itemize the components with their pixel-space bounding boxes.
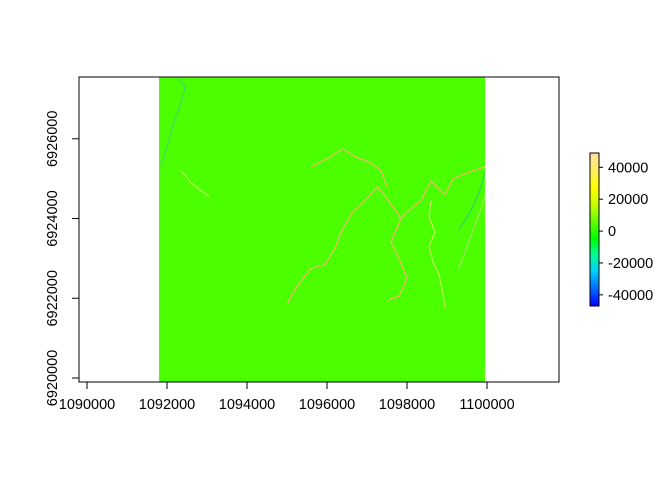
- stream-line-5: [386, 218, 408, 301]
- legend-frame: [589, 152, 600, 307]
- legend-tick-label: 20000: [608, 192, 648, 208]
- x-tick-label: 1098000: [379, 397, 435, 413]
- legend-color-bar: [590, 153, 599, 306]
- stream-line-7: [458, 194, 486, 269]
- legend-tick-label: 40000: [608, 160, 648, 176]
- stream-line-4: [310, 148, 388, 187]
- raster-cells: [159, 77, 485, 382]
- x-tick-label: 1092000: [139, 397, 195, 413]
- stream-layer: [160, 76, 486, 309]
- legend-tick-label: 0: [608, 224, 616, 240]
- x-tick-label: 1100000: [459, 397, 514, 413]
- legend-tick-label: -20000: [608, 256, 653, 272]
- x-tick-label: 1094000: [219, 397, 275, 413]
- color-legend: 40000 20000 0 -20000 -40000: [589, 152, 653, 307]
- y-tick-label: 6924000: [45, 190, 61, 246]
- x-axis: 1090000 1092000 1094000 1096000 1098000 11000…: [59, 381, 515, 413]
- stream-line-1: [160, 76, 186, 167]
- y-tick-label: 6920000: [45, 350, 61, 406]
- x-tick-label: 1090000: [59, 397, 115, 413]
- y-tick-label: 6922000: [45, 270, 61, 326]
- x-tick-label: 1096000: [299, 397, 355, 413]
- stream-line-2: [180, 170, 210, 198]
- stream-line-6: [428, 200, 446, 309]
- stream-line-3: [286, 166, 486, 305]
- y-axis: 6920000 6922000 6924000 6926000: [45, 111, 80, 406]
- y-tick-label: 6926000: [45, 111, 61, 167]
- legend-tick-label: -40000: [608, 288, 653, 304]
- raster-layer: [159, 77, 485, 382]
- stream-line-8: [458, 172, 486, 231]
